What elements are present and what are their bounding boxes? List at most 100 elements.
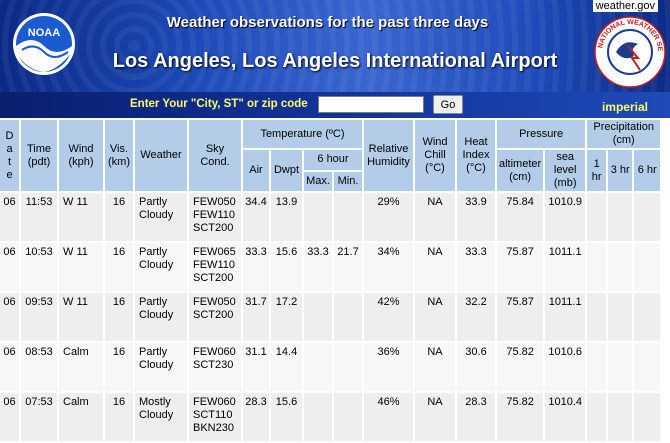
cell-visibility: 16 [105,293,133,341]
cell-max [304,193,332,241]
cell-heat-index: 30.6 [457,343,495,391]
cell-sea-level: 1010.4 [545,393,586,441]
cell-time: 10:53 [21,243,57,291]
sky-layer: SCT200 [193,309,234,321]
cell-sea-level: 1010.6 [545,343,586,391]
cell-air: 31.7 [243,293,269,341]
cell-weather: Partly Cloudy [135,193,187,241]
cell-weather: Partly Cloudy [135,243,187,291]
cell-precip-3hr [608,193,633,241]
col-header-pressure: Pressure [497,120,586,148]
location-search-input[interactable] [318,96,424,113]
go-button[interactable]: Go [433,95,463,114]
col-header-precipitation: Precipitation (cm) [587,120,661,148]
cell-sea-level: 1010.9 [545,193,586,241]
sky-layer: SCT110 [193,409,233,421]
col-header-heat-index: Heat Index (°C) [457,120,495,191]
cell-dewpoint: 14.4 [271,343,302,391]
nws-logo[interactable]: NATIONAL WEATHER SERVICE [594,16,666,88]
cell-dewpoint: 17.2 [271,293,302,341]
cell-visibility: 16 [105,193,133,241]
cell-precip-1hr [587,293,607,341]
cell-visibility: 16 [105,393,133,441]
cell-date: 06 [0,343,19,391]
imperial-units-link[interactable]: imperial [601,100,648,114]
col-header-precip-3hr: 3 hr [608,150,633,191]
cell-visibility: 16 [105,343,133,391]
cell-precip-6hr [634,243,661,291]
page-banner: weather.gov NOAA Weather observations fo… [0,0,670,92]
cell-min: 21.7 [334,243,362,291]
col-header-sky: Sky Cond. [189,120,241,191]
col-header-wind: Wind (kph) [59,120,103,191]
sky-layer: FEW110 [193,259,235,271]
sky-layer: FEW110 [193,209,235,221]
banner-subtitle: Weather observations for the past three … [166,14,489,31]
sky-layer: SCT230 [193,359,234,371]
cell-min [334,343,362,391]
cell-altimeter: 75.87 [497,243,544,291]
cell-wind-chill: NA [415,293,455,341]
col-header-max: Max. [304,171,332,191]
cell-sky: FEW060 SCT110 BKN230 [189,393,241,441]
cell-humidity: 42% [364,293,413,341]
cell-date: 06 [0,193,19,241]
cell-time: 11:53 [21,193,57,241]
noaa-logo[interactable]: NOAA [12,12,76,76]
sky-layer: BKN230 [193,422,234,434]
cell-air: 31.1 [243,343,269,391]
cell-min [334,393,362,441]
cell-date: 06 [0,393,19,441]
col-header-visibility: Vis. (km) [105,120,133,191]
cell-max [304,393,332,441]
cell-heat-index: 28.3 [457,393,495,441]
cell-sky: FEW065 FEW110 SCT200 [189,243,241,291]
sky-layer: FEW050 [193,196,236,208]
cell-date: 06 [0,293,19,341]
search-label: Enter Your "City, ST" or zip code [130,98,308,110]
cell-max [304,293,332,341]
cell-weather: Partly Cloudy [135,343,187,391]
table-row: 06 07:53 Calm 16 Mostly Cloudy FEW060 SCT… [0,393,661,441]
cell-heat-index: 33.3 [457,243,495,291]
cell-precip-1hr [587,393,607,441]
cell-sea-level: 1011.1 [545,243,586,291]
station-title: Los Angeles, Los Angeles International A… [112,50,558,72]
cell-wind: W 11 [59,293,103,341]
cell-air: 33.3 [243,243,269,291]
cell-sky: FEW050 SCT200 [189,293,241,341]
cell-precip-3hr [608,293,633,341]
cell-sea-level: 1011.1 [545,293,586,341]
cell-humidity: 34% [364,243,413,291]
cell-precip-3hr [608,393,633,441]
cell-heat-index: 33.9 [457,193,495,241]
observations-body: 06 11:53 W 11 16 Partly Cloudy FEW050 FEW… [0,193,661,441]
cell-date: 06 [0,243,19,291]
col-header-time: Time (pdt) [21,120,57,191]
cell-max: 33.3 [304,243,332,291]
cell-humidity: 46% [364,393,413,441]
cell-precip-6hr [634,393,661,441]
cell-time: 08:53 [21,343,57,391]
cell-wind-chill: NA [415,393,455,441]
cell-air: 28.3 [243,393,269,441]
cell-precip-6hr [634,193,661,241]
col-header-sea-level: sea level (mb) [545,150,586,191]
col-header-dewpoint: Dwpt [271,150,302,191]
cell-altimeter: 75.82 [497,393,544,441]
col-header-temperature: Temperature (ºC) [243,120,362,148]
sky-layer: FEW060 [193,346,236,358]
weather-gov-link[interactable]: weather.gov [592,0,658,12]
cell-humidity: 36% [364,343,413,391]
cell-precip-3hr [608,343,633,391]
svg-text:NOAA: NOAA [28,27,60,39]
col-header-wind-chill: Wind Chill (°C) [415,120,455,191]
col-header-6hour: 6 hour [304,150,362,170]
cell-time: 07:53 [21,393,57,441]
sky-layer: SCT200 [193,272,234,284]
table-row: 06 09:53 W 11 16 Partly Cloudy FEW050 SCT… [0,293,661,341]
cell-max [304,343,332,391]
cell-sky: FEW050 FEW110 SCT200 [189,193,241,241]
col-header-air: Air [243,150,269,191]
